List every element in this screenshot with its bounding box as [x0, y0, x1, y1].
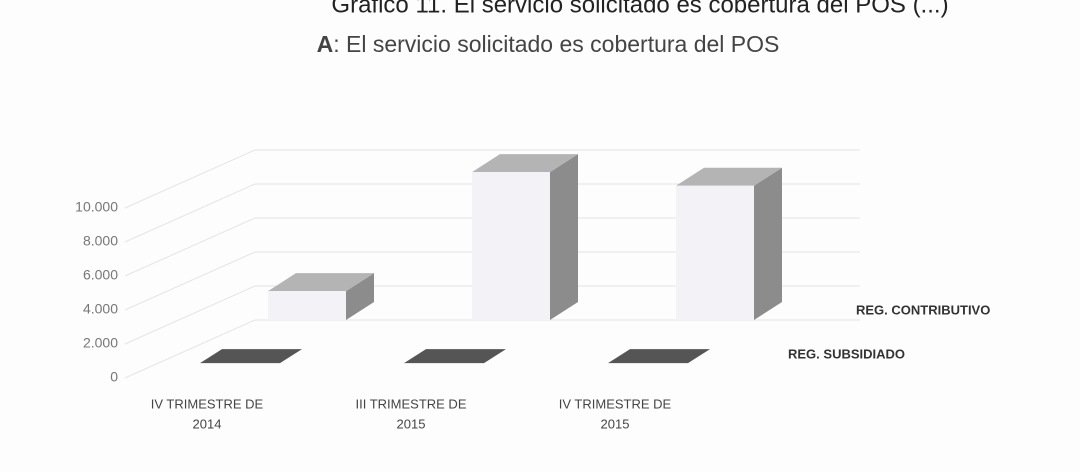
grid-line [124, 319, 860, 379]
y-tick-label: 4.000 [83, 301, 118, 317]
legend-label: REG. CONTRIBUTIVO [856, 302, 990, 317]
x-tick-label: IV TRIMESTRE DE [559, 396, 672, 411]
page-heading: Gráfico 11. El servicio solicitado es co… [331, 0, 948, 18]
bar-side [346, 273, 374, 320]
grid-line [124, 149, 860, 209]
bar [676, 185, 754, 320]
chart-title: A: El servicio solicitado es cobertura d… [317, 31, 780, 57]
x-tick-label: 2015 [601, 416, 630, 431]
bar-top [676, 167, 782, 186]
title-prefix: A [317, 31, 334, 57]
y-tick-label: 8.000 [83, 233, 118, 249]
bar [200, 349, 302, 364]
x-tick-label: III TRIMESTRE DE [356, 396, 467, 411]
grid-line [124, 217, 860, 277]
bar-top [472, 154, 578, 173]
bar-top [268, 273, 374, 292]
x-tick-label: 2014 [193, 416, 222, 431]
grid-line [124, 251, 860, 311]
grid-line [124, 183, 860, 243]
bar-side [754, 167, 782, 320]
y-tick-label: 6.000 [83, 267, 118, 283]
bar [472, 172, 550, 320]
bar [608, 349, 710, 364]
y-tick-label: 10.000 [75, 199, 118, 215]
bar [404, 349, 506, 364]
legend-label: REG. SUBSIDIADO [788, 346, 905, 361]
x-tick-label: 2015 [397, 416, 426, 431]
bar [268, 291, 346, 320]
y-tick-label: 2.000 [83, 335, 118, 351]
y-tick-label: 0 [110, 369, 118, 385]
x-tick-label: IV TRIMESTRE DE [151, 396, 264, 411]
title-text: : El servicio solicitado es cobertura de… [333, 31, 779, 57]
grid-line [124, 285, 860, 345]
bar-side [550, 154, 578, 320]
